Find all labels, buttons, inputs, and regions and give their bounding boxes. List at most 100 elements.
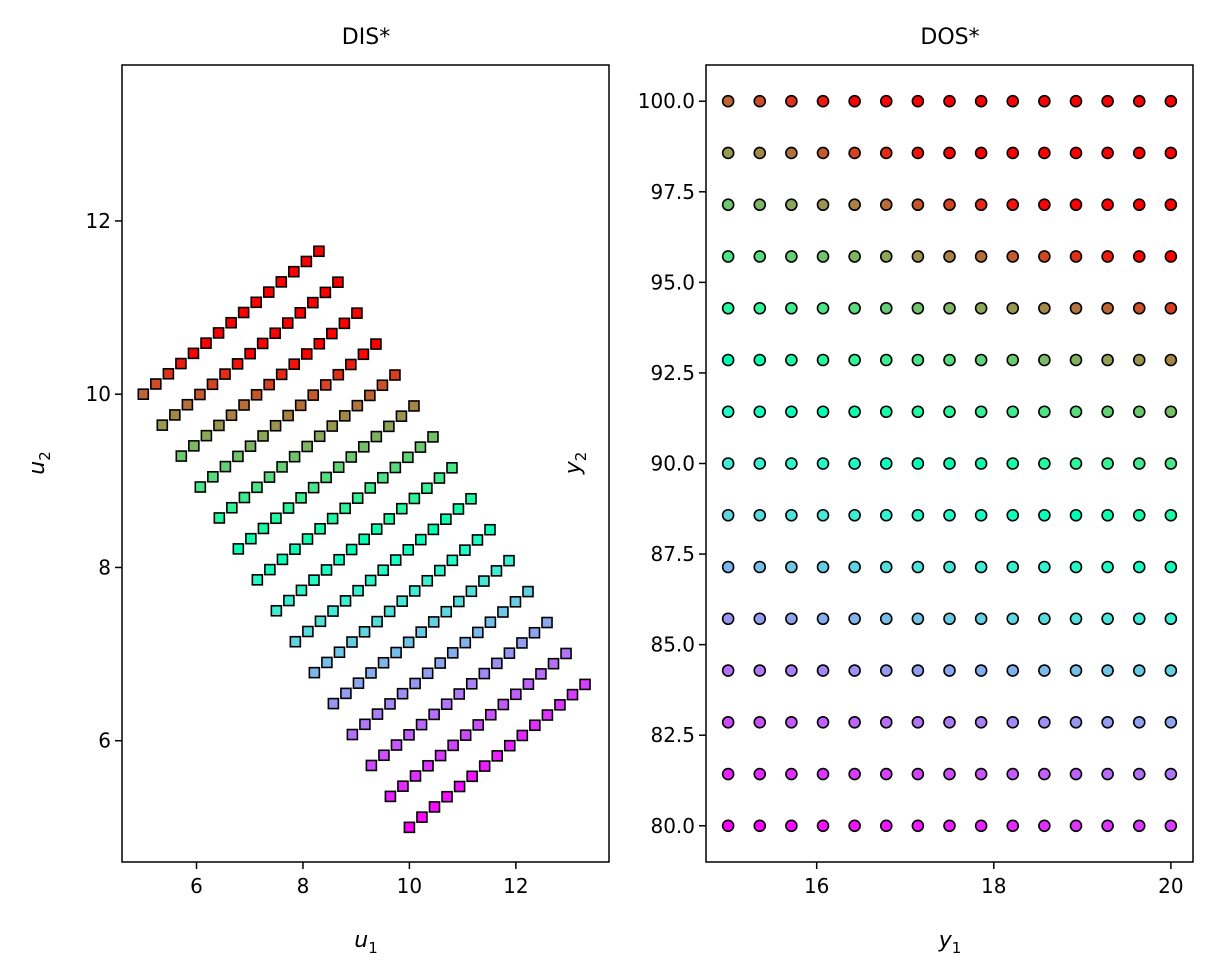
dos-point: [721, 664, 735, 677]
dos-point: [1101, 767, 1114, 781]
dis-point: [359, 718, 371, 731]
dis-point: [137, 388, 150, 400]
dos-point: [785, 767, 798, 781]
dis-point: [302, 625, 314, 638]
dos-y-label: y2: [561, 452, 590, 476]
dos-point: [1101, 457, 1114, 470]
dis-point: [421, 667, 434, 680]
dis-point: [409, 677, 421, 690]
dis-point: [219, 368, 231, 380]
dis-point: [422, 759, 434, 772]
dos-point: [1164, 560, 1178, 574]
dos-point: [721, 457, 735, 470]
dos-y-ticks: 80.0 82.5 85.0 87.5 90.0 92.5 95.0 97.5 100.0: [638, 89, 706, 838]
dis-point: [169, 409, 181, 421]
dis-point: [307, 296, 319, 309]
dis-point: [270, 512, 282, 525]
dos-point: [721, 560, 735, 574]
dis-point: [447, 739, 459, 752]
dos-point: [1132, 664, 1146, 677]
dis-point: [232, 543, 245, 555]
dis-point: [453, 688, 466, 700]
dis-point: [472, 719, 485, 731]
dos-point: [1164, 353, 1178, 367]
dis-point: [452, 503, 465, 515]
dis-point: [327, 697, 340, 710]
dis-point: [275, 276, 288, 288]
dos-point: [1164, 250, 1178, 263]
dis-point: [276, 461, 288, 473]
dis-point: [509, 595, 522, 608]
dos-point: [785, 612, 798, 626]
dos-point: [816, 198, 830, 212]
dis-point: [446, 647, 459, 659]
dos-point: [879, 508, 893, 522]
dis-point: [446, 462, 458, 474]
dos-point: [721, 715, 735, 729]
y-tick-label: 8: [98, 555, 111, 579]
dis-point: [340, 687, 352, 700]
dos-point: [911, 715, 925, 729]
dos-point: [911, 819, 925, 833]
dos-point: [816, 457, 830, 470]
dos-point: [848, 146, 861, 160]
dos-point: [1101, 508, 1114, 522]
dis-point: [377, 656, 390, 669]
dos-point: [911, 664, 925, 677]
dos-point: [974, 767, 988, 781]
dis-point: [251, 574, 264, 586]
x-tick-label: 20: [1158, 874, 1183, 898]
dos-point: [848, 94, 861, 108]
dos-point: [1132, 612, 1146, 626]
dos-point: [1038, 612, 1051, 626]
dos-point: [1006, 301, 1020, 315]
x-tick-label: 10: [397, 874, 422, 898]
dis-point: [333, 553, 345, 566]
dos-point: [1069, 250, 1083, 263]
dis-point: [338, 410, 351, 422]
dis-point: [415, 718, 428, 731]
dis-point: [402, 636, 415, 649]
dos-point: [1101, 198, 1114, 212]
dos-point: [879, 250, 893, 263]
dos-point: [848, 301, 861, 315]
dis-point: [414, 441, 427, 453]
dis-point: [269, 419, 282, 432]
y-tick-label: 97.5: [650, 180, 695, 204]
dis-point: [332, 276, 344, 288]
dis-point: [313, 245, 325, 258]
dis-point: [162, 367, 175, 380]
dos-point: [911, 198, 925, 212]
dos-point: [1069, 353, 1083, 367]
dis-point: [332, 461, 345, 474]
dos-point: [1038, 508, 1051, 522]
dis-point: [376, 471, 389, 484]
dos-point: [816, 715, 830, 729]
dos-point: [816, 146, 830, 160]
dos-points: [721, 94, 1178, 833]
dis-point: [358, 533, 370, 546]
dos-point: [1101, 819, 1114, 833]
dos-point: [785, 301, 798, 315]
dis-point: [427, 431, 439, 443]
dos-point: [943, 715, 956, 729]
dos-point: [1164, 457, 1178, 470]
dos-point: [848, 767, 861, 781]
dos-point: [1132, 250, 1146, 263]
dis-point: [264, 563, 276, 576]
dis-title: DIS*: [342, 25, 390, 50]
dos-point: [1006, 353, 1020, 367]
dis-point: [225, 409, 238, 422]
dis-point: [440, 605, 453, 618]
dos-point: [911, 94, 925, 108]
dis-point: [441, 790, 453, 803]
dis-point: [181, 398, 194, 411]
dis-point: [338, 317, 351, 330]
dis-point: [250, 296, 263, 309]
dis-point: [383, 605, 396, 618]
dis-point: [371, 615, 383, 628]
dis-point: [308, 574, 320, 586]
dis-point: [403, 821, 416, 834]
dos-point: [879, 94, 893, 108]
dos-point: [1132, 146, 1146, 160]
